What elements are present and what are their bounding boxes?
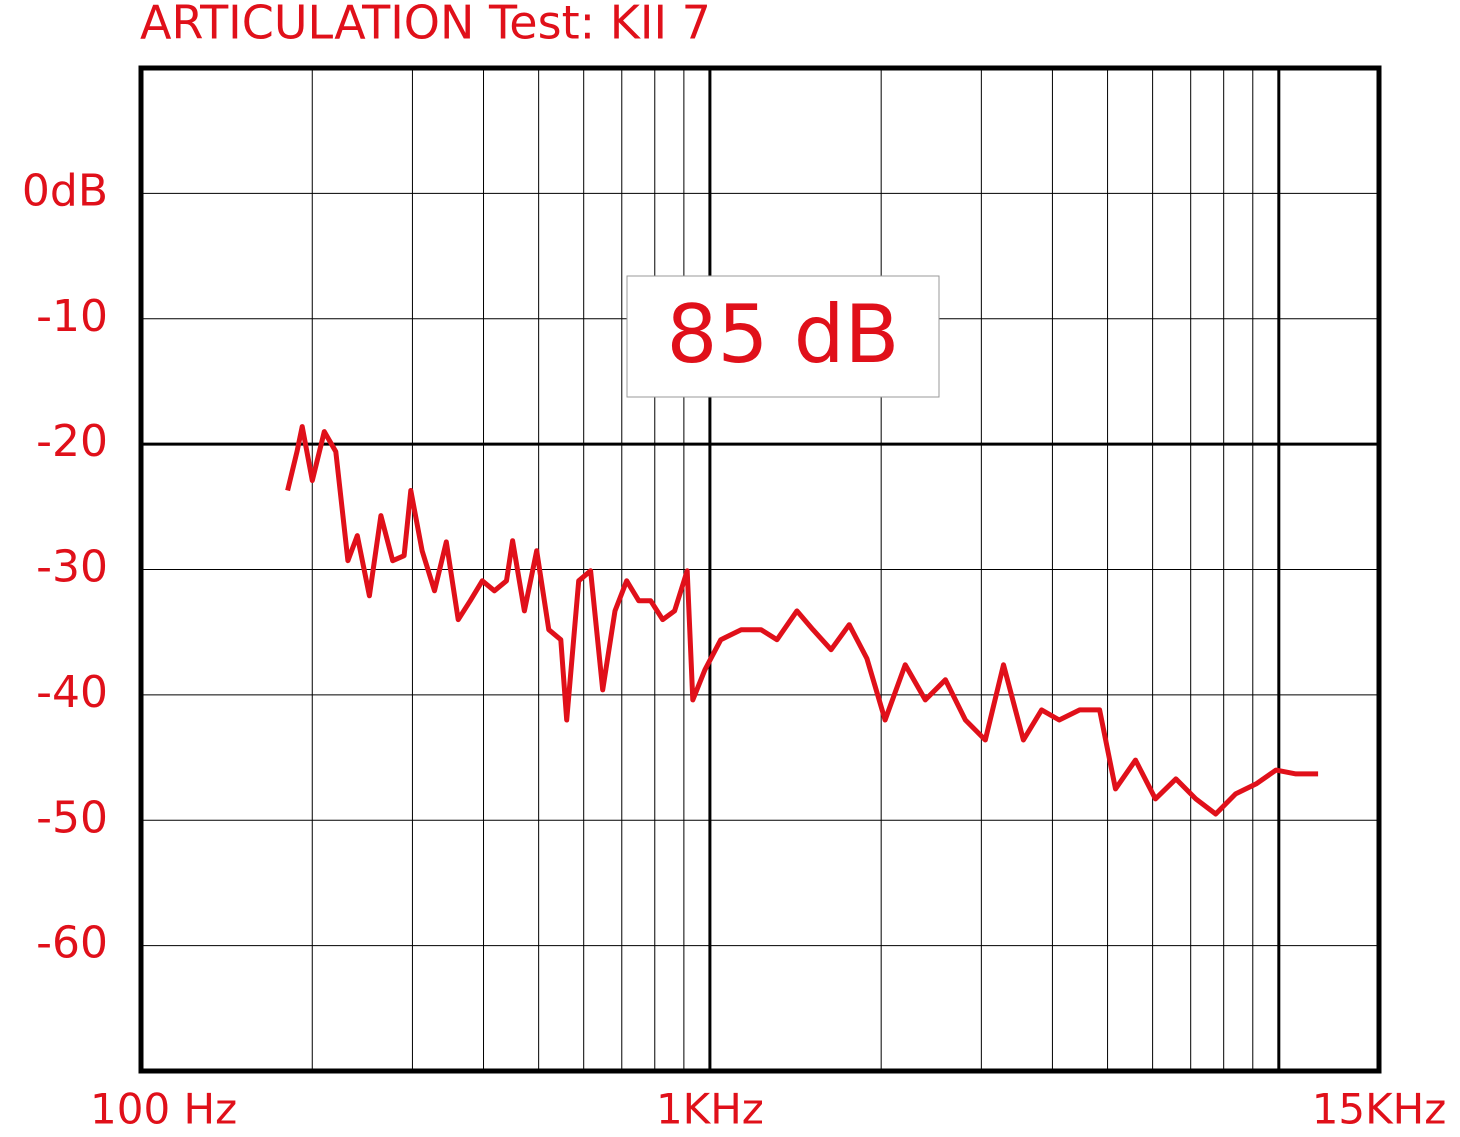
chart-title: ARTICULATION Test: KII 7	[140, 0, 711, 50]
y-tick-label: -50	[36, 792, 108, 843]
annotation: 85 dB	[667, 288, 900, 381]
x-tick-label: 100 Hz	[90, 1085, 237, 1134]
y-tick-label: -20	[36, 416, 108, 467]
y-tick-label: -40	[36, 667, 108, 718]
data-line	[285, 424, 1319, 817]
y-tick-label: -10	[36, 291, 108, 342]
y-tick-label: 0dB	[22, 165, 108, 216]
x-tick-label: 1KHz	[656, 1085, 764, 1134]
y-tick-label: -30	[36, 542, 108, 593]
annotation-box	[626, 275, 940, 398]
x-tick-label: 15KHz	[1312, 1085, 1447, 1134]
y-tick-label: -60	[36, 918, 108, 969]
plot-border	[138, 65, 1382, 1074]
